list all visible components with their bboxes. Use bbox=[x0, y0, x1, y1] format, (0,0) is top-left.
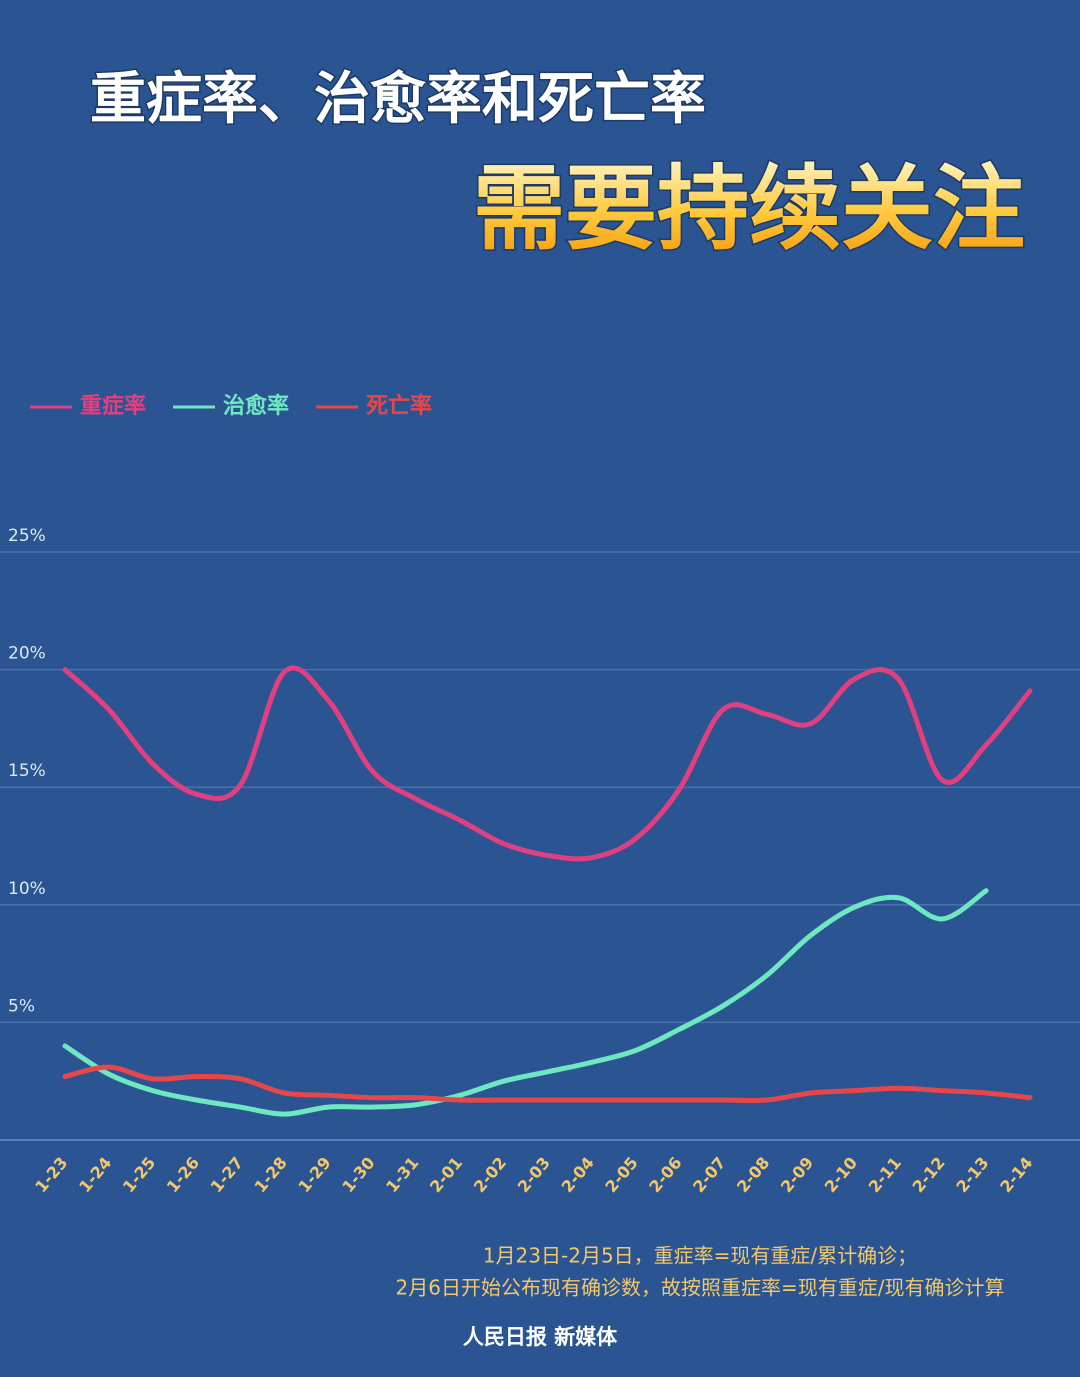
legend-label: 死亡率 bbox=[366, 393, 432, 419]
chart-subtitle: 需要持续关注 bbox=[473, 155, 1025, 262]
legend-label: 治愈率 bbox=[223, 393, 289, 419]
line-series bbox=[62, 888, 989, 1117]
note: 2月6日开始公布现有确诊数，故按照重症率=现有重症/现有确诊计算 bbox=[396, 1276, 1005, 1300]
y-tick-label: 25% bbox=[8, 526, 46, 546]
source: 人民日报 新媒体 bbox=[463, 1325, 618, 1349]
note: 1月23日-2月5日，重症率=现有重症/累计确诊； bbox=[483, 1244, 917, 1268]
chart-title: 重症率、治愈率和死亡率 bbox=[90, 67, 706, 132]
line-series bbox=[62, 665, 1033, 862]
y-tick-label: 5% bbox=[8, 996, 35, 1016]
y-tick-label: 20% bbox=[8, 644, 46, 664]
y-tick-label: 15% bbox=[8, 761, 46, 781]
legend-label: 重症率 bbox=[80, 393, 146, 419]
line-series bbox=[62, 1064, 1033, 1104]
y-tick-label: 10% bbox=[8, 879, 46, 899]
